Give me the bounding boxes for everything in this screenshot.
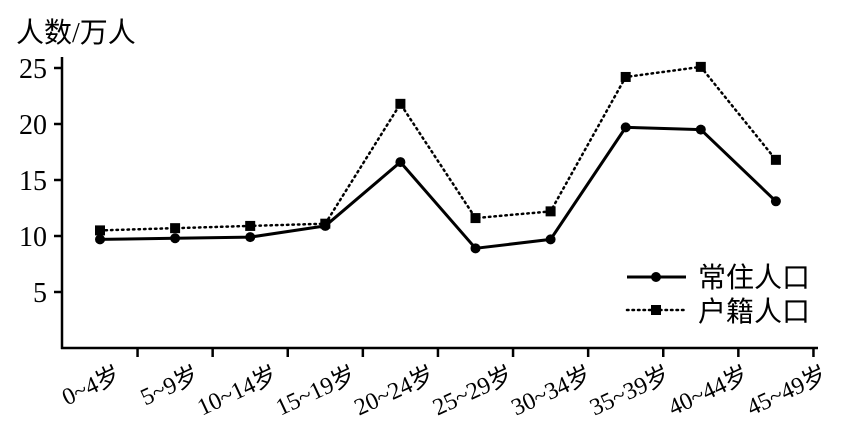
x-tick-label: 40~44岁	[664, 361, 752, 421]
x-tick-label: 15~19岁	[272, 361, 360, 421]
legend-item-resident: 常住人口	[627, 262, 810, 294]
x-tick-label: 45~49岁	[743, 361, 831, 421]
legend: 常住人口 户籍人口	[625, 262, 810, 328]
data-point-registered	[395, 98, 406, 109]
series-line-resident	[99, 125, 777, 250]
y-tick-label: 25	[19, 54, 47, 85]
data-point-resident	[320, 220, 331, 231]
x-tick-label: 35~39岁	[586, 361, 674, 421]
data-point-resident	[470, 243, 481, 254]
data-point-registered	[245, 220, 256, 231]
x-tick-label: 30~34岁	[507, 361, 595, 421]
y-tick-label: 20	[19, 110, 47, 141]
data-point-registered	[770, 154, 781, 165]
legend-marker-circle	[651, 272, 661, 282]
data-point-registered	[470, 213, 481, 224]
y-ticks: 5 10 15 20 25	[19, 54, 62, 309]
x-tick-label: 0~4岁	[58, 361, 125, 411]
y-tick-label: 10	[19, 222, 47, 253]
data-point-resident	[95, 234, 105, 245]
x-tick-label: 20~24岁	[350, 361, 438, 421]
data-point-registered	[170, 223, 181, 234]
legend-label-registered: 户籍人口	[698, 296, 810, 328]
data-point-resident	[695, 124, 706, 135]
data-point-resident	[770, 196, 781, 207]
data-point-registered	[545, 206, 556, 217]
data-point-resident	[245, 232, 256, 243]
data-point-registered	[620, 71, 631, 82]
legend-label-resident: 常住人口	[698, 262, 810, 294]
x-tick-label: 5~9岁	[136, 361, 203, 411]
data-point-registered	[695, 61, 706, 72]
data-point-registered	[95, 225, 105, 236]
legend-item-registered: 户籍人口	[625, 296, 810, 328]
data-point-resident	[620, 122, 631, 133]
x-tick-label: 25~29岁	[429, 361, 517, 421]
series-line-registered	[98, 65, 778, 232]
y-tick-label: 5	[33, 278, 47, 309]
data-point-resident	[545, 234, 556, 245]
y-tick-label: 15	[19, 166, 47, 197]
legend-marker-square	[651, 305, 661, 315]
data-point-resident	[170, 233, 181, 244]
x-tick-label: 10~14岁	[193, 361, 281, 421]
series-layer	[95, 61, 781, 254]
data-point-resident	[395, 157, 406, 168]
y-axis-label: 人数/万人	[16, 17, 136, 49]
x-ticks: 0~4岁 5~9岁10~14岁15~19岁20~24岁25~29岁30~34岁35…	[58, 348, 831, 421]
